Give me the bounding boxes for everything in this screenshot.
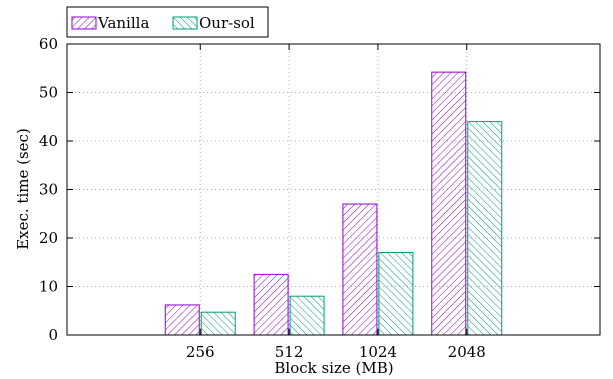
bar-our-sol-2048: [467, 121, 503, 336]
bar-vanilla-2048: [431, 71, 467, 336]
y-tick-label: 20: [39, 229, 58, 247]
y-tick-label: 50: [39, 84, 58, 102]
y-axis: 0 10 20 30 40 50 60: [39, 35, 600, 344]
y-tick-label: 30: [39, 181, 58, 199]
y-tick-label: 40: [39, 132, 58, 150]
bar-vanilla-1024: [342, 203, 378, 336]
legend-label-our-sol: Our-sol: [199, 14, 255, 32]
y-tick-label: 60: [39, 35, 58, 53]
x-tick-label: 256: [186, 343, 215, 361]
bars-group: [164, 71, 503, 336]
y-tick-label: 0: [48, 326, 58, 344]
bar-our-sol-1024: [378, 252, 414, 336]
legend: Vanilla Our-sol: [66, 6, 269, 38]
x-axis-title: Block size (MB): [274, 359, 393, 377]
legend-label-vanilla: Vanilla: [97, 14, 149, 32]
bar-our-sol-256: [200, 311, 236, 336]
legend-swatch-vanilla: [71, 16, 97, 30]
y-axis-title: Exec. time (sec): [14, 128, 32, 250]
bar-vanilla-256: [164, 304, 200, 336]
x-tick-label: 1024: [359, 343, 397, 361]
bar-vanilla-512: [253, 273, 289, 336]
x-tick-label: 2048: [448, 343, 486, 361]
bar-our-sol-512: [289, 295, 325, 336]
legend-box: [66, 6, 269, 38]
plot-frame: [66, 43, 601, 336]
x-tick-label: 512: [275, 343, 304, 361]
y-tick-label: 10: [39, 278, 58, 296]
x-axis: 256 512 1024 2048: [186, 44, 486, 361]
gridlines: [67, 44, 600, 335]
legend-swatch-our-sol: [172, 16, 198, 30]
